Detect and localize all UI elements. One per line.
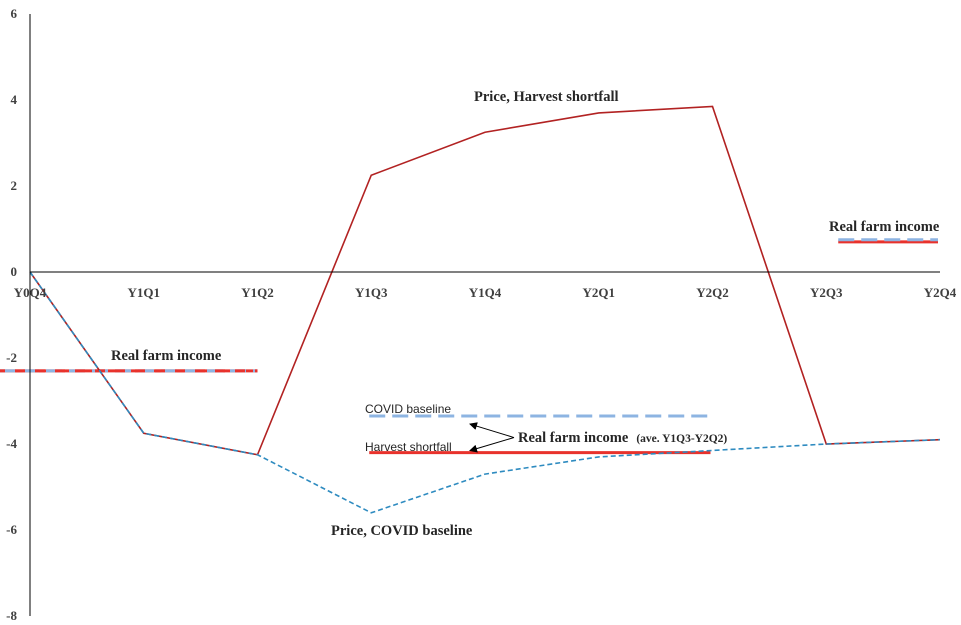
income-label-left: Real farm income [111, 348, 222, 364]
y-tick-label: 0 [11, 264, 18, 279]
y-tick-label: 4 [11, 92, 18, 107]
x-tick-label: Y1Q1 [128, 285, 161, 300]
x-tick-label: Y0Q4 [14, 285, 47, 300]
x-tick-label: Y1Q2 [241, 285, 274, 300]
x-tick-label: Y2Q4 [924, 285, 957, 300]
x-tick-label: Y2Q1 [583, 285, 616, 300]
x-tick-label: Y2Q2 [696, 285, 729, 300]
covid-baseline-label: COVID baseline [365, 402, 451, 416]
income-segments [0, 238, 938, 455]
annotation-arrows [469, 422, 515, 453]
income-label-mid-note: (ave. Y1Q3-Y2Q2) [636, 433, 727, 445]
y-tick-label: -2 [6, 350, 17, 365]
income-label-right: Real farm income [829, 219, 940, 235]
income-label-mid-main: Real farm income [518, 430, 629, 446]
x-tick-label: Y2Q3 [810, 285, 843, 300]
arrow-to-covid-income [469, 422, 515, 439]
income-label-mid: Real farm income (ave. Y1Q3-Y2Q2) [518, 429, 727, 446]
harvest-price-label: Price, Harvest shortfall [474, 89, 619, 105]
series-harvest-line [29, 105, 941, 456]
y-tick-label: -8 [6, 608, 17, 623]
y-tick-label: 6 [11, 6, 18, 21]
y-tick-label: 2 [11, 178, 18, 193]
y-tick-label: -6 [6, 522, 17, 537]
x-tick-label: Y1Q4 [469, 285, 502, 300]
covid-price-label: Price, COVID baseline [331, 523, 473, 539]
harvest-shortfall-label: Harvest shortfall [365, 440, 452, 454]
series-covid-line [29, 271, 941, 514]
series-lines [29, 105, 941, 514]
x-tick-labels: Y0Q4 Y1Q1 Y1Q2 Y1Q3 Y1Q4 Y2Q1 Y2Q2 Y2Q3 Y2Q4 [14, 285, 957, 300]
arrow-to-harvest-income [469, 437, 515, 453]
x-tick-label: Y1Q3 [355, 285, 388, 300]
y-tick-labels: 6 4 2 0 -2 -4 -6 -8 [6, 6, 17, 623]
y-tick-label: -4 [6, 436, 17, 451]
